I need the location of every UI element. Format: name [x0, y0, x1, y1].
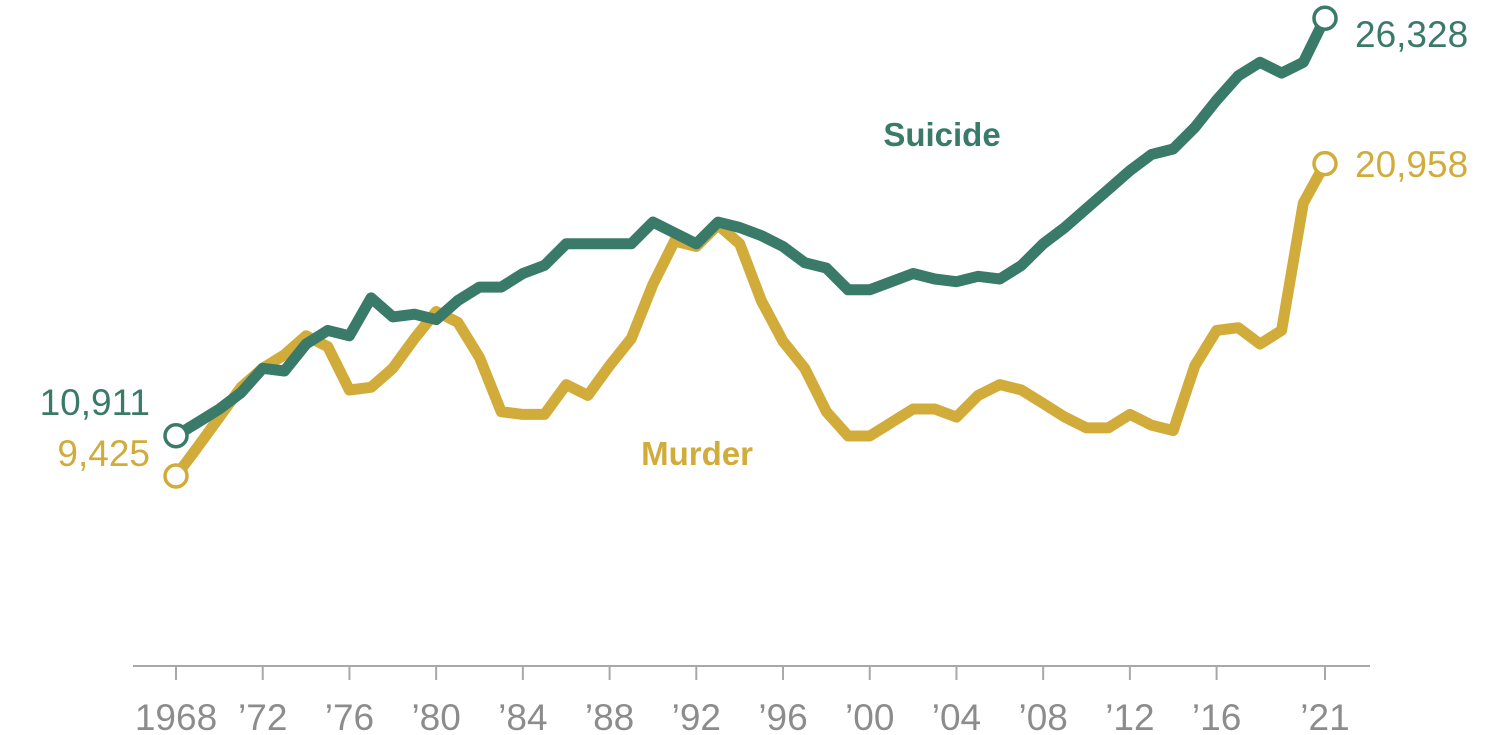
- x-tick-label: ’21: [1300, 697, 1349, 735]
- end-value-label-murder: 20,958: [1355, 144, 1468, 185]
- x-tick-label: ’16: [1192, 697, 1241, 735]
- series-line-suicide: [170, 12, 1331, 442]
- x-tick-label: ’96: [758, 697, 807, 735]
- x-tick-label: ’12: [1105, 697, 1154, 735]
- start-marker-suicide: [163, 422, 189, 449]
- x-axis: 1968 ’72 ’76 ’80 ’84 ’88 ’92 ’96 ’00 ’04 ’08 ’12 ’16…: [133, 665, 1370, 735]
- series-name-label-murder: Murder: [641, 435, 753, 472]
- series-line-murder: [170, 158, 1331, 482]
- start-value-label-murder: 9,425: [57, 433, 150, 474]
- x-tick-label: ’88: [585, 697, 634, 735]
- end-marker-suicide: [1312, 5, 1338, 31]
- series-layer: [170, 12, 1331, 482]
- x-tick-label: ’84: [498, 697, 547, 735]
- x-tick-label: ’04: [932, 697, 981, 735]
- x-tick-label: ’92: [672, 697, 721, 735]
- start-value-label-suicide: 10,911: [40, 382, 150, 423]
- x-tick-label: ’00: [845, 697, 894, 735]
- end-marker-murder: [1312, 150, 1338, 177]
- x-tick-label: ’72: [238, 697, 287, 735]
- x-tick-label: ’80: [411, 697, 460, 735]
- x-tick-label: 1968: [135, 697, 217, 735]
- series-name-label-suicide: Suicide: [883, 116, 1000, 153]
- end-value-label-suicide: 26,328: [1355, 14, 1468, 55]
- start-marker-murder: [163, 463, 189, 489]
- x-tick-label: ’76: [325, 697, 374, 735]
- label-layer: 9,425 20,958 Murder 10,911 26,328 Suicide: [40, 5, 1468, 489]
- x-tick-label: ’08: [1018, 697, 1067, 735]
